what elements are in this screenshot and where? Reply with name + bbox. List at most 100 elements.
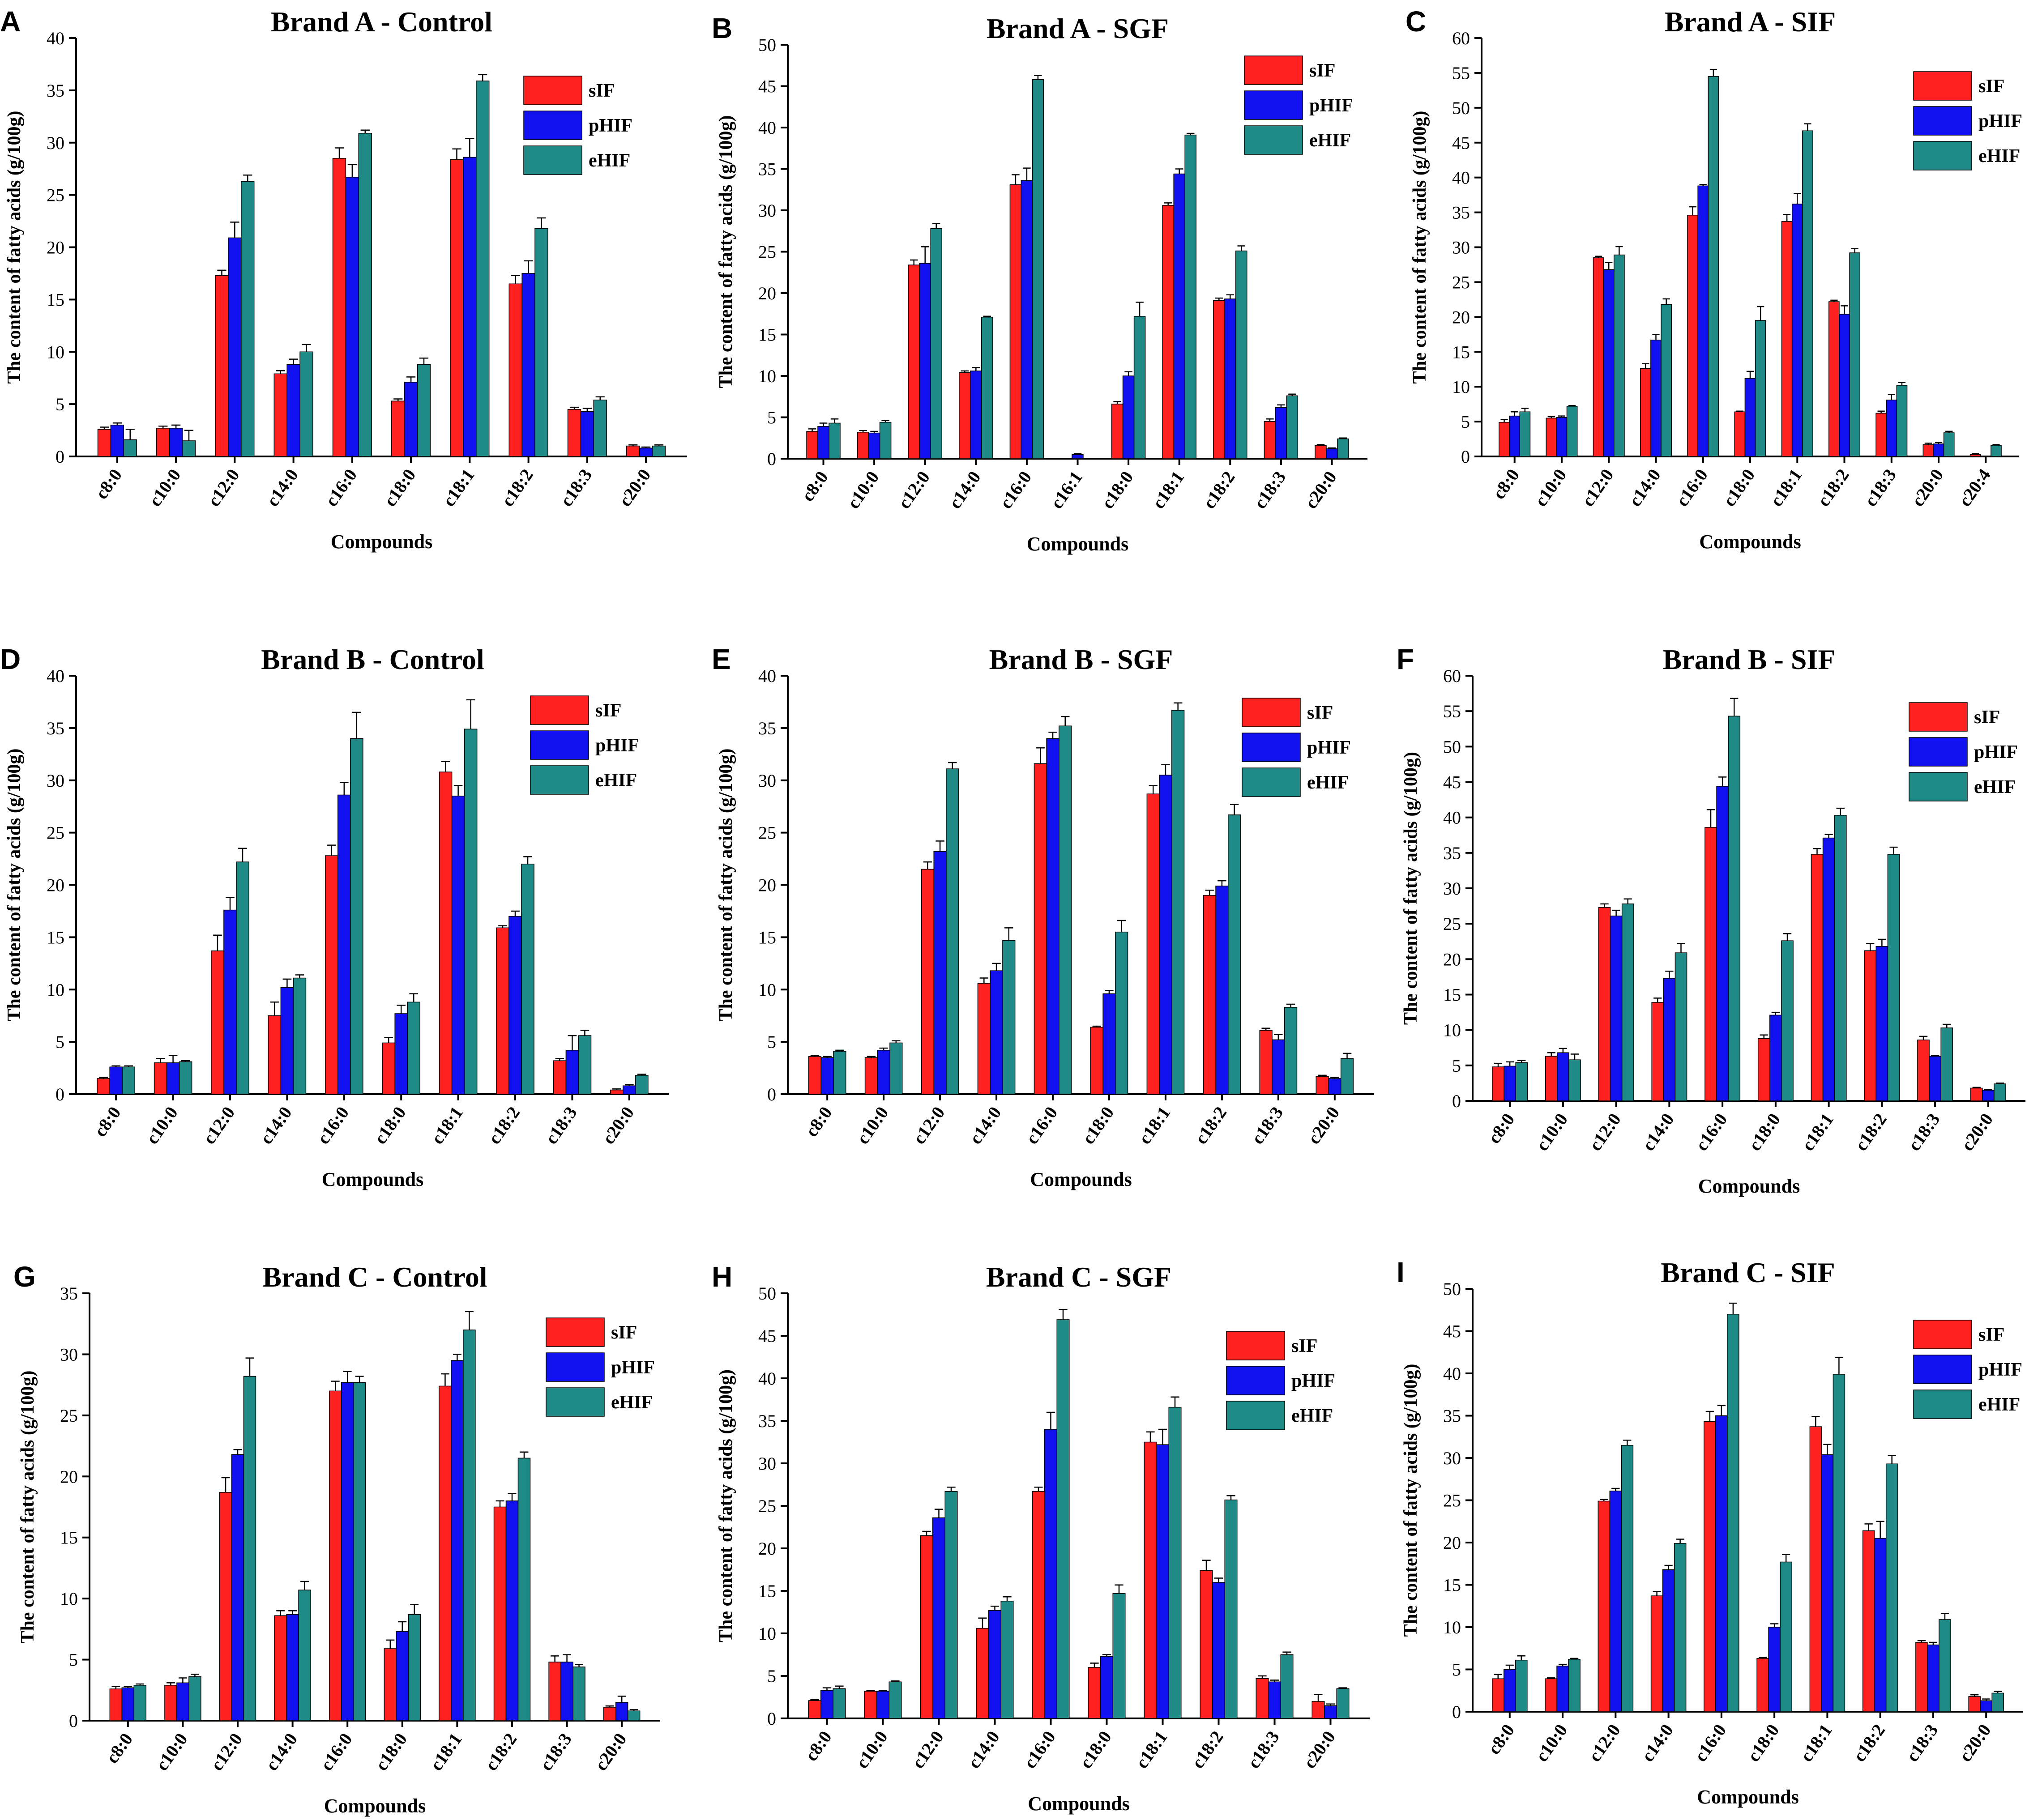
y-tick-label: 40 (1443, 1364, 1461, 1384)
bar-sIF (1499, 422, 1510, 457)
legend-label: sIF (1291, 1336, 1317, 1356)
y-axis-label: The content of fatty acids (g/100g) (716, 748, 736, 1021)
legend-label: sIF (611, 1322, 637, 1343)
legend-swatch-eHIF (1242, 767, 1301, 797)
bar-pHIF (1326, 448, 1338, 459)
bar-eHIF (829, 422, 841, 459)
bar-eHIF (652, 445, 666, 457)
y-tick-label: 5 (767, 408, 776, 428)
x-tick-label: c18:0 (371, 1729, 411, 1774)
bar-sIF (1088, 1667, 1101, 1719)
legend-swatch-eHIF (530, 765, 589, 795)
y-tick-label: 10 (1443, 1617, 1461, 1637)
y-tick-label: 45 (1443, 772, 1461, 793)
x-axis-label: Compounds (331, 531, 432, 553)
bar-pHIF (1650, 340, 1662, 457)
bar-pHIF (286, 364, 300, 457)
legend-swatch-pHIF (1909, 737, 1968, 767)
x-tick-label: c10:0 (152, 1729, 192, 1774)
x-tick-label: c18:1 (427, 1103, 467, 1147)
chart-title: Brand C - SGF (986, 1261, 1171, 1293)
bar-sIF (215, 275, 229, 457)
bar-eHIF (1781, 940, 1794, 1101)
chart-title: Brand C - Control (263, 1261, 487, 1293)
bar-pHIF (970, 371, 982, 459)
bar-eHIF (1780, 1561, 1792, 1712)
legend-swatch-eHIF (1913, 1390, 1972, 1419)
legend-label: sIF (1978, 1325, 2004, 1345)
x-tick-label: c14:0 (261, 1729, 301, 1774)
bar-sIF (1704, 1421, 1716, 1712)
bar-pHIF (110, 425, 124, 457)
bar-eHIF (476, 81, 490, 457)
panel-letter: G (13, 1261, 36, 1293)
x-tick-label: c20:0 (1303, 1103, 1343, 1147)
bar-sIF (439, 1385, 452, 1721)
bar-eHIF (1235, 250, 1247, 459)
y-tick-label: 35 (758, 159, 776, 179)
x-tick-label: c18:1 (1766, 465, 1806, 510)
bar-eHIF (1708, 76, 1719, 457)
y-tick-label: 45 (758, 1326, 776, 1346)
bar-pHIF (1874, 1538, 1887, 1712)
y-tick-label: 5 (56, 1032, 64, 1052)
bar-sIF (1875, 413, 1887, 457)
bar-pHIF (615, 1702, 628, 1721)
bar-sIF (439, 771, 453, 1095)
x-tick-label: c18:0 (1719, 465, 1759, 510)
bar-eHIF (1991, 445, 2002, 457)
legend: sIF pHIF eHIF (1242, 698, 1351, 797)
bar-sIF (1734, 411, 1746, 457)
bar-pHIF (1663, 978, 1676, 1101)
y-tick-label: 10 (60, 1589, 78, 1609)
x-tick-label: c12:0 (1577, 465, 1617, 510)
bar-pHIF (580, 411, 594, 457)
y-tick-label: 25 (1443, 1491, 1461, 1511)
y-axis-label: The content of fatty acids (g/100g) (1410, 111, 1430, 384)
bar-pHIF (1021, 180, 1033, 459)
bar-eHIF (1728, 716, 1741, 1101)
bar-sIF (164, 1685, 177, 1721)
y-tick-label: 15 (1443, 1575, 1461, 1595)
y-tick-label: 25 (758, 823, 776, 843)
bar-pHIF (988, 1610, 1001, 1719)
bar-pHIF (228, 237, 242, 457)
x-tick-label: c18:1 (1148, 467, 1188, 512)
bar-sIF (1917, 1040, 1930, 1101)
bar-eHIF (1112, 1593, 1126, 1719)
bar-pHIF (1324, 1705, 1337, 1719)
x-tick-label: c18:0 (1097, 467, 1137, 512)
bar-eHIF (299, 351, 313, 457)
bar-pHIF (109, 1066, 123, 1095)
bar-eHIF (627, 1710, 641, 1721)
bar-pHIF (1224, 298, 1236, 459)
panel-letter: I (1397, 1256, 1405, 1288)
legend-label: eHIF (1978, 146, 2020, 166)
y-tick-label: 25 (60, 1406, 78, 1426)
bar-pHIF (868, 432, 880, 459)
bar-pHIF (932, 1517, 945, 1719)
bar-eHIF (833, 1051, 846, 1095)
x-tick-label: c10:0 (142, 1103, 182, 1147)
legend-label: eHIF (589, 150, 630, 171)
bar-pHIF (1980, 1700, 1992, 1712)
bar-pHIF (1933, 443, 1944, 457)
bar-pHIF (508, 916, 522, 1095)
y-axis-label: The content of fatty acids (g/100g) (4, 748, 25, 1021)
bar-eHIF (635, 1075, 649, 1095)
x-tick-label: c8:0 (102, 1729, 137, 1767)
x-tick-label: c20:0 (615, 465, 654, 510)
legend: sIF pHIF eHIF (1913, 1320, 2022, 1419)
x-axis-label: Compounds (1027, 533, 1128, 555)
chart-title: Brand A - SGF (987, 13, 1169, 44)
bar-sIF (1492, 1066, 1504, 1101)
y-tick-label: 15 (47, 927, 64, 947)
bar-eHIF (1614, 254, 1625, 457)
y-tick-label: 5 (767, 1666, 776, 1686)
bar-sIF (610, 1089, 624, 1095)
y-tick-label: 5 (1452, 1056, 1461, 1076)
x-tick-label: c16:1 (1047, 467, 1086, 512)
bar-pHIF (451, 1360, 464, 1721)
x-tick-label: c14:0 (1625, 465, 1665, 510)
